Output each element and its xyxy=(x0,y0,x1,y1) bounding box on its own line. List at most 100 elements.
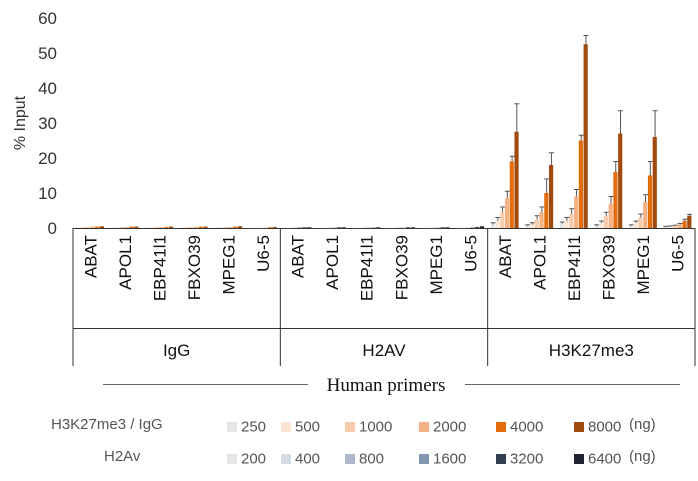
legend-swatch xyxy=(419,453,429,464)
bar xyxy=(292,227,298,229)
bar xyxy=(534,219,539,228)
category-label: ABAT xyxy=(289,235,308,278)
legend-series-label: 250 xyxy=(241,418,267,436)
legend-swatch xyxy=(227,453,237,464)
bar xyxy=(322,227,327,229)
bar xyxy=(366,227,371,229)
legend-row-chip: H3K27me3 / IgG (ng) 250 500 1000 2000 4000 80… xyxy=(0,414,698,438)
bar xyxy=(672,225,678,228)
bar xyxy=(129,226,134,228)
legend-item: 500 xyxy=(281,418,320,435)
bar xyxy=(490,224,495,228)
bar xyxy=(233,226,238,228)
bar xyxy=(85,226,90,228)
bar xyxy=(218,226,224,228)
category-label: ABAT xyxy=(496,235,515,278)
legend-item: 250 xyxy=(227,418,267,436)
bar xyxy=(203,226,208,228)
y-tick-label: 10 xyxy=(38,184,57,203)
category-label: FBXO39 xyxy=(185,235,204,300)
category-label: FBXO39 xyxy=(600,235,619,300)
bar xyxy=(456,227,461,229)
legend-series-label: 1600 xyxy=(433,450,467,468)
category-label: APOL1 xyxy=(323,235,342,290)
legend-item: 400 xyxy=(281,450,320,467)
bar xyxy=(145,227,150,228)
bar xyxy=(682,221,687,228)
bar xyxy=(149,227,155,228)
category-label: U6-5 xyxy=(461,235,480,272)
category-label: APOL1 xyxy=(531,235,550,290)
bar xyxy=(327,227,332,229)
bar xyxy=(179,227,184,228)
bar xyxy=(288,227,293,229)
legend-series-label: 800 xyxy=(359,450,385,468)
bar xyxy=(421,227,426,229)
bar xyxy=(608,203,613,228)
bar xyxy=(124,226,129,228)
y-axis-title: % Input xyxy=(12,95,29,150)
bar xyxy=(387,227,392,229)
bar-chart: 0 10 20 30 40 50 60 % Input ABAT APOL1 EBP41l1 FBXO… xyxy=(12,9,696,395)
bar xyxy=(495,221,500,228)
bar xyxy=(228,226,233,228)
legend-series-label: 200 xyxy=(241,450,267,468)
bar xyxy=(599,222,604,228)
legend-unit-chip: (ng) xyxy=(629,416,656,433)
group-label: H2AV xyxy=(362,341,406,360)
bar xyxy=(504,198,510,228)
bar xyxy=(297,227,302,228)
bar xyxy=(193,226,199,228)
bar xyxy=(460,227,466,229)
legend-item: 800 xyxy=(345,450,385,468)
bar xyxy=(574,196,579,228)
bar xyxy=(687,215,692,228)
legend-label-chip: H3K27me3 / IgG xyxy=(51,416,163,433)
category-label: MPEG1 xyxy=(220,235,239,295)
bar xyxy=(253,227,258,229)
bar xyxy=(643,201,648,228)
bar xyxy=(267,227,272,228)
bar xyxy=(525,225,530,228)
bar xyxy=(638,217,643,228)
legend-swatch xyxy=(345,453,355,464)
y-tick-label: 30 xyxy=(38,114,57,133)
bar xyxy=(578,140,583,228)
bar xyxy=(431,227,436,229)
bar xyxy=(332,227,337,229)
category-label: U6-5 xyxy=(669,235,688,272)
legend-swatch xyxy=(496,421,506,432)
legend-swatch xyxy=(281,421,291,432)
bar xyxy=(647,175,653,228)
bar xyxy=(336,227,342,228)
bar xyxy=(302,227,307,228)
bar xyxy=(120,226,125,228)
bar xyxy=(440,227,445,228)
category-label: EBP41l1 xyxy=(565,235,584,301)
legend-swatch xyxy=(574,453,584,464)
bar xyxy=(263,227,268,229)
bar xyxy=(668,226,673,228)
bar xyxy=(258,227,263,229)
bar xyxy=(539,212,544,228)
bar xyxy=(470,227,475,228)
bar xyxy=(628,225,634,228)
legend-swatch xyxy=(419,421,429,432)
bar xyxy=(376,227,381,228)
legend-item: 6400 xyxy=(574,450,621,467)
bar xyxy=(435,227,440,229)
y-tick-label: 60 xyxy=(38,9,57,28)
bar xyxy=(159,226,164,228)
bar xyxy=(401,227,406,229)
bar xyxy=(391,227,396,229)
category-label: MPEG1 xyxy=(634,235,653,295)
y-tick-label: 50 xyxy=(38,44,57,63)
bar xyxy=(223,226,228,228)
legend-series-label: 1000 xyxy=(359,418,393,436)
bar xyxy=(509,161,514,228)
bar xyxy=(633,222,638,228)
bar xyxy=(529,224,535,228)
legend-swatch xyxy=(227,421,237,432)
bar xyxy=(564,221,569,228)
category-label: APOL1 xyxy=(116,235,135,290)
